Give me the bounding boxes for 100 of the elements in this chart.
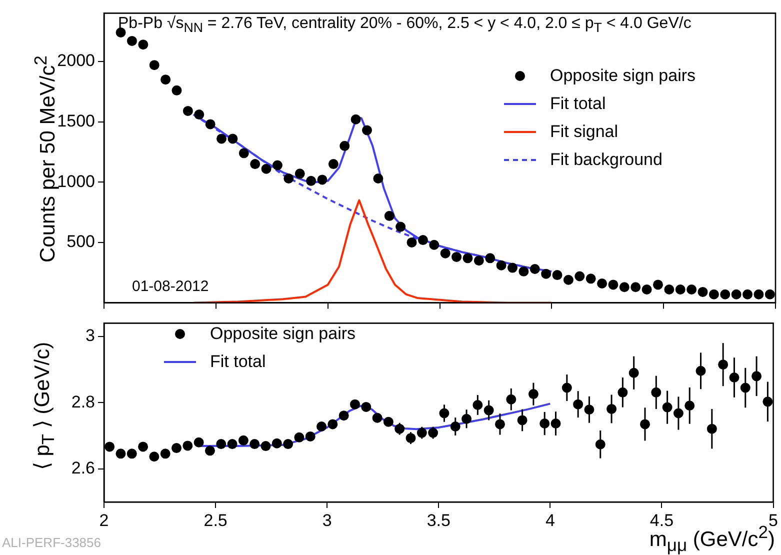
point [350,114,361,124]
point [742,289,753,300]
point [361,402,372,412]
point [126,448,137,459]
point [194,110,204,120]
legend-label: Opposite sign pairs [550,66,696,86]
point [328,419,338,430]
point [518,266,529,276]
point [462,253,473,264]
point [731,289,742,300]
point [182,106,193,116]
point [261,164,272,174]
legend-label: Fit background [550,150,662,170]
point [686,284,697,295]
point [317,174,328,185]
point [284,174,294,184]
point [250,439,260,450]
point [160,74,171,85]
point [675,284,686,295]
point [418,235,428,246]
point [272,438,282,448]
point [294,432,304,442]
point [126,36,137,46]
point [507,262,518,273]
point [574,271,585,282]
point [305,431,316,442]
legend-label: Fit signal [550,122,618,142]
point [552,270,562,280]
point [316,422,327,432]
point [541,268,552,279]
point [698,286,708,297]
point [260,441,271,452]
point [172,443,182,454]
point [149,60,160,70]
point [597,278,608,288]
point [238,435,248,446]
point [630,282,641,292]
x-tick-label: 2 [99,510,109,530]
point [652,280,663,290]
legend-label: Fit total [550,94,606,114]
point [452,252,462,262]
point [429,240,440,250]
point [563,274,574,285]
point [586,274,596,284]
x-tick-label: 2.5 [204,510,228,530]
x-tick-label: 3.5 [426,510,450,530]
point [172,85,182,96]
point [406,237,417,248]
point [182,440,193,451]
text: ALI-PERF-33856 [2,535,101,550]
point [350,399,360,410]
point [474,256,484,266]
point [205,119,216,130]
y-tick-label: 2.6 [71,458,95,478]
point [216,439,226,450]
point [228,134,238,144]
point [283,439,294,450]
point [104,442,115,452]
point [396,222,406,232]
x-tick-label: 3 [322,510,332,530]
x-tick-label: 5 [768,510,778,530]
point [138,40,148,50]
point [204,446,215,456]
point [306,176,316,186]
point [664,284,674,295]
point [238,148,249,158]
point [227,439,238,450]
point [485,253,496,264]
legend-label: Opposite sign pairs [210,324,356,344]
y-tick-label: 3 [86,326,95,346]
point [720,289,730,300]
y-tick-label: 2000 [57,51,95,70]
point [194,437,204,448]
point [642,284,652,295]
point [328,159,338,170]
point [764,289,775,300]
point [362,125,372,136]
point [383,416,394,427]
point [294,168,305,179]
point [530,264,540,274]
point [272,160,282,170]
point [372,412,382,423]
point [608,280,618,290]
point [160,448,170,459]
point [619,282,630,292]
chart-title: Pb-Pb √s$_{NN}$ = 2.76 TeV, centrality 20% - 60%, 2.5 < y < 4.0, 2.0 ≤ p$_{T}$ < 4.0 GeV/c [118,15,692,36]
point [250,159,260,170]
point [496,260,506,270]
point [116,448,126,459]
point [384,210,394,221]
point [116,28,126,38]
y-tick-label: 1500 [57,111,95,130]
x-tick-label: 4 [545,510,555,530]
legend-label: Fit total [210,352,266,372]
point [754,289,764,300]
point [149,452,160,462]
annotation: 01-08-2012 [132,278,209,295]
point [138,442,148,452]
point [373,174,384,184]
point [708,289,719,300]
